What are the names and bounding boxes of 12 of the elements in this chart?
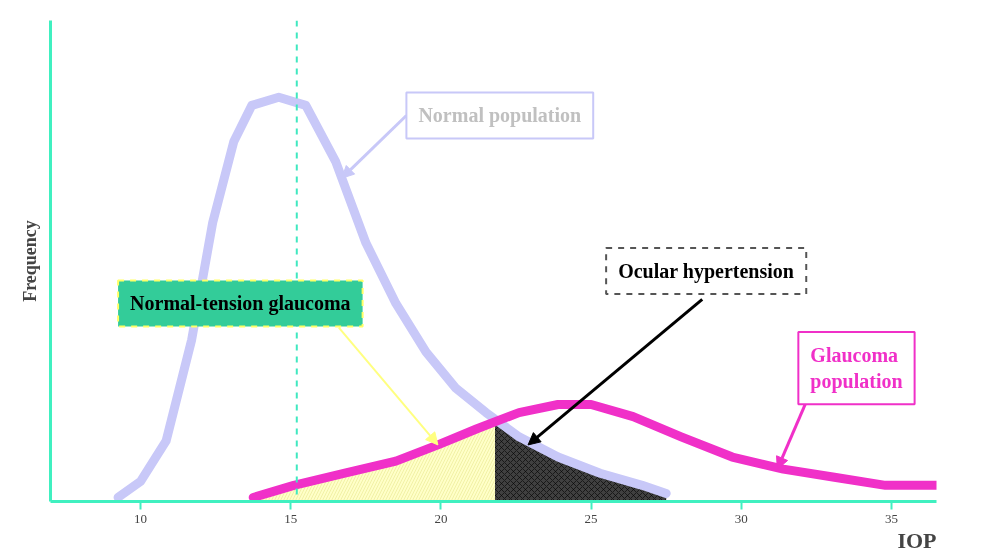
x-tick-label: 35 — [884, 510, 898, 526]
annotation: Normal population — [418, 104, 582, 128]
x-tick-label: 25 — [584, 510, 598, 526]
x-axis-title: IOP — [897, 527, 937, 552]
annotation: Normal-tension glaucoma — [130, 292, 351, 316]
y-axis-title: Frequency — [19, 220, 40, 302]
x-tick-label: 30 — [734, 510, 748, 526]
x-tick-label: 15 — [284, 510, 298, 526]
annotation: Glaucoma population — [810, 343, 903, 394]
x-tick-label: 20 — [434, 510, 448, 526]
annotation: Ocular hypertension — [618, 260, 794, 284]
x-tick-label: 10 — [134, 510, 148, 526]
